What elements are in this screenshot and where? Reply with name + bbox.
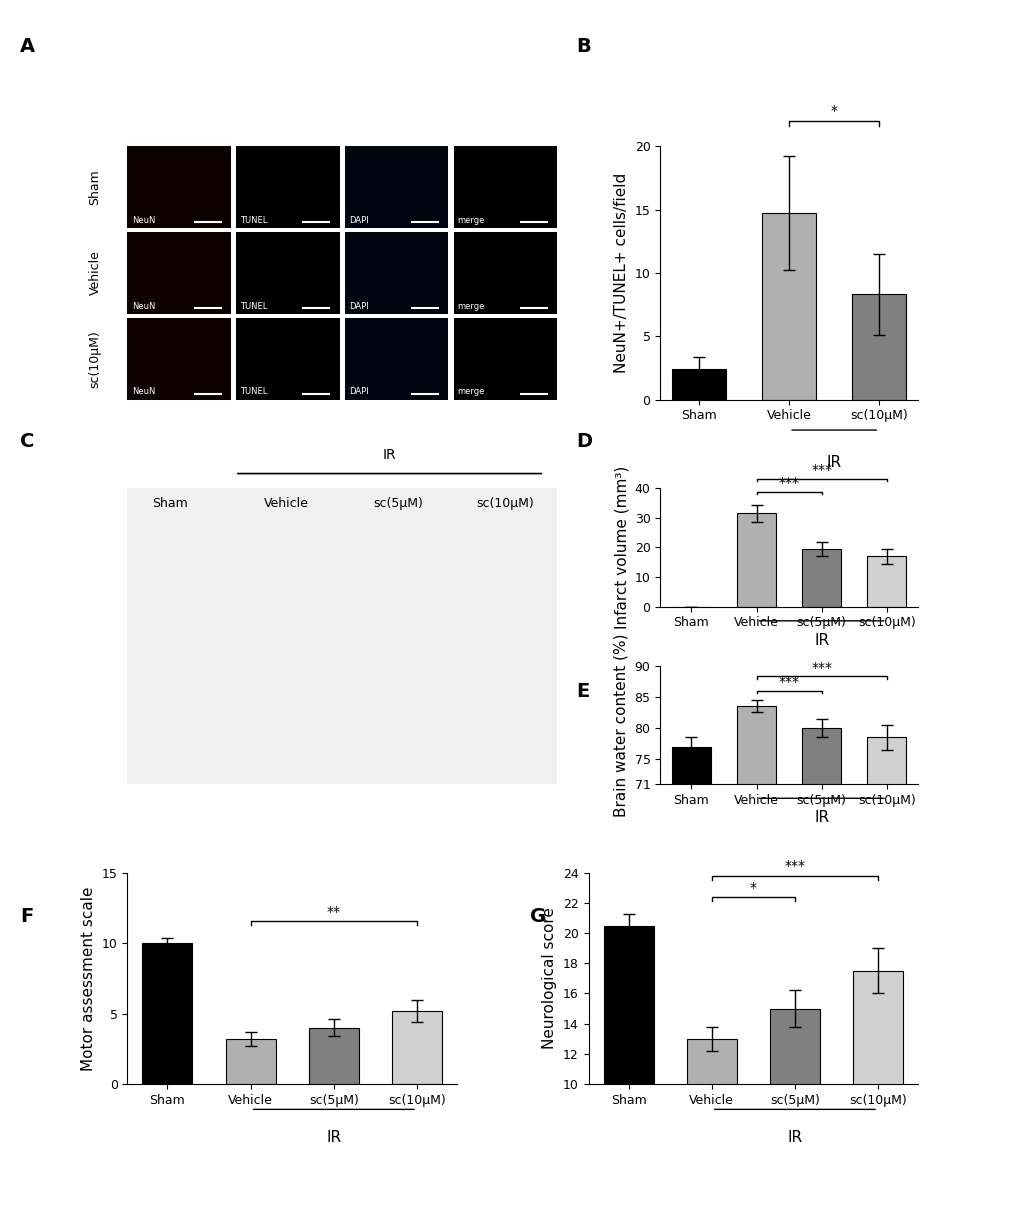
- Text: sc(10μM): sc(10μM): [89, 330, 102, 387]
- Bar: [852, 971, 902, 1218]
- Text: merge: merge: [458, 302, 485, 311]
- Text: Vehicle: Vehicle: [89, 251, 102, 295]
- Text: Sham: Sham: [89, 169, 102, 205]
- Bar: [761, 213, 815, 400]
- Text: NeuN: NeuN: [131, 302, 155, 311]
- Text: DAPI: DAPI: [348, 216, 369, 224]
- Text: merge: merge: [458, 387, 485, 396]
- Text: F: F: [20, 907, 34, 927]
- Text: G: G: [530, 907, 546, 927]
- Text: ***: ***: [784, 860, 805, 873]
- Bar: [672, 369, 726, 400]
- Text: IR: IR: [813, 810, 828, 825]
- Text: C: C: [20, 432, 35, 452]
- Text: TUNEL: TUNEL: [240, 387, 267, 396]
- Text: IR: IR: [787, 1130, 802, 1145]
- Text: DAPI: DAPI: [348, 387, 369, 396]
- Text: B: B: [576, 37, 590, 56]
- Text: A: A: [20, 37, 36, 56]
- Text: E: E: [576, 682, 589, 702]
- Y-axis label: Brain water content (%): Brain water content (%): [613, 633, 629, 817]
- Text: DAPI: DAPI: [348, 302, 369, 311]
- Text: merge: merge: [458, 216, 485, 224]
- Bar: [672, 747, 710, 1218]
- Bar: [866, 557, 906, 607]
- Text: IR: IR: [813, 632, 828, 648]
- Bar: [801, 728, 841, 1218]
- Text: Vehicle: Vehicle: [264, 497, 309, 510]
- Y-axis label: Neurological score: Neurological score: [542, 907, 557, 1050]
- Text: IR: IR: [382, 448, 396, 462]
- Bar: [769, 1009, 819, 1218]
- Text: *: *: [829, 105, 837, 118]
- Text: ***: ***: [777, 675, 799, 689]
- Bar: [737, 514, 775, 607]
- Text: IR: IR: [326, 1130, 341, 1145]
- Text: sc(5μM): sc(5μM): [373, 497, 423, 510]
- Text: D: D: [576, 432, 592, 452]
- Bar: [391, 1011, 441, 1084]
- Text: ***: ***: [777, 476, 799, 491]
- Text: sc(10μM): sc(10μM): [476, 497, 534, 510]
- Text: *: *: [749, 881, 756, 894]
- Text: IR: IR: [825, 456, 841, 470]
- Y-axis label: Infarct volume (mm³): Infarct volume (mm³): [613, 465, 629, 630]
- Bar: [143, 943, 193, 1084]
- Y-axis label: NeuN+/TUNEL+ cells/field: NeuN+/TUNEL+ cells/field: [613, 173, 629, 373]
- Bar: [851, 295, 906, 400]
- Bar: [603, 926, 653, 1218]
- Text: Sham: Sham: [153, 497, 189, 510]
- Bar: [309, 1028, 359, 1084]
- Bar: [737, 706, 775, 1218]
- Bar: [866, 737, 906, 1218]
- Y-axis label: Motor assessment scale: Motor assessment scale: [82, 887, 96, 1071]
- Bar: [686, 1039, 736, 1218]
- Text: TUNEL: TUNEL: [240, 216, 267, 224]
- Bar: [225, 1039, 275, 1084]
- Text: NeuN: NeuN: [131, 387, 155, 396]
- Bar: [801, 549, 841, 607]
- Text: NeuN: NeuN: [131, 216, 155, 224]
- Text: ***: ***: [810, 463, 832, 477]
- Text: ***: ***: [810, 661, 832, 675]
- Text: TUNEL: TUNEL: [240, 302, 267, 311]
- Text: **: **: [326, 905, 340, 918]
